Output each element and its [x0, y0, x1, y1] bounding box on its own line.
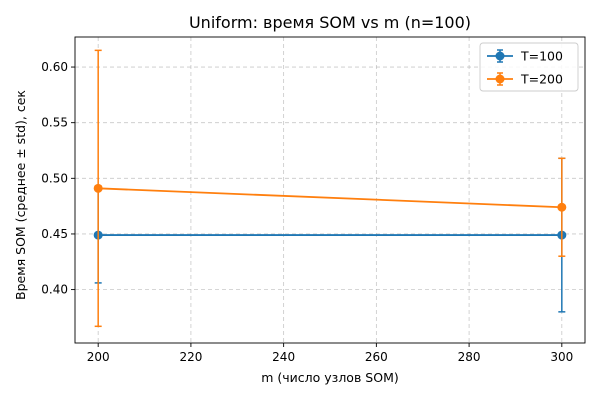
x-tick-label: 280	[458, 350, 481, 364]
legend-marker	[495, 74, 505, 84]
chart-title: Uniform: время SOM vs m (n=100)	[189, 13, 471, 32]
legend-entry: T=200	[487, 72, 563, 87]
plot-frame	[74, 36, 586, 344]
y-tick-label: 0.55	[41, 116, 68, 130]
legend-marker	[495, 51, 505, 61]
y-tick-label: 0.60	[41, 60, 68, 74]
y-axis-label: Время SOM (среднее ± std), сек	[13, 90, 28, 300]
legend-entries: T=100 T=200	[487, 49, 563, 87]
ticks-layer: 200 220 240 260 280 300 0.40 0.45 0.50 0.55 0.60	[41, 60, 573, 364]
series-layer	[93, 49, 567, 328]
x-tick-label: 240	[272, 350, 295, 364]
data-point	[557, 202, 567, 212]
legend-label: T=100	[520, 49, 563, 64]
x-axis-label: m (число узлов SOM)	[261, 370, 398, 385]
legend-label: T=200	[520, 72, 563, 87]
y-tick-label: 0.45	[41, 227, 68, 241]
legend-entry: T=100	[487, 49, 563, 64]
y-tick-label: 0.50	[41, 171, 68, 185]
data-point	[93, 183, 103, 193]
x-tick-label: 260	[365, 350, 388, 364]
legend: T=100 T=200	[479, 42, 579, 92]
x-tick-label: 220	[179, 350, 202, 364]
series-line	[98, 187, 562, 209]
x-tick-label: 300	[550, 350, 573, 364]
series-T=200	[93, 49, 567, 328]
y-tick-label: 0.40	[41, 283, 68, 297]
x-tick-label: 200	[87, 350, 110, 364]
